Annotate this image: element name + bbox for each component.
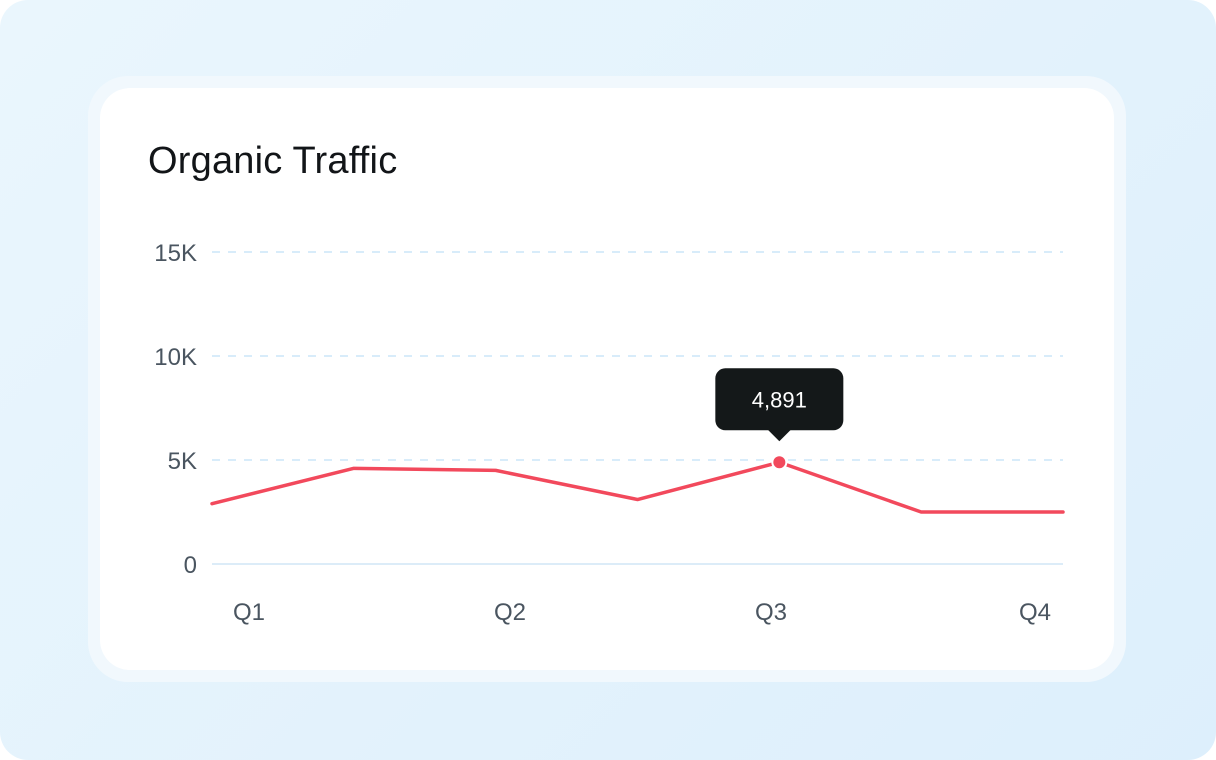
tooltip: 4,891 xyxy=(715,368,844,471)
y-tick-label: 0 xyxy=(184,552,197,579)
y-tick-label: 10K xyxy=(154,344,197,371)
tooltip-box xyxy=(715,368,844,431)
tooltip-pointer xyxy=(767,429,792,442)
series xyxy=(210,460,1065,514)
x-tick-label: Q3 xyxy=(755,599,787,626)
x-tick-label: Q1 xyxy=(233,599,265,626)
y-tick-label: 5K xyxy=(168,448,197,475)
highlight-point[interactable] xyxy=(773,456,786,469)
x-tick-label: Q2 xyxy=(494,599,526,626)
x-axis-tick-labels: Q1 Q2 Q3 Q4 xyxy=(233,599,1051,626)
y-axis-tick-labels: 0 5K 10K 15K xyxy=(154,240,197,579)
chart-title: Organic Traffic xyxy=(148,140,398,182)
y-tick-label: 15K xyxy=(154,240,197,267)
series-line xyxy=(210,460,1065,514)
tooltip-value: 4,891 xyxy=(752,387,807,412)
chart-card xyxy=(100,88,1114,670)
gridlines xyxy=(212,251,1063,565)
x-tick-label: Q4 xyxy=(1019,599,1051,626)
